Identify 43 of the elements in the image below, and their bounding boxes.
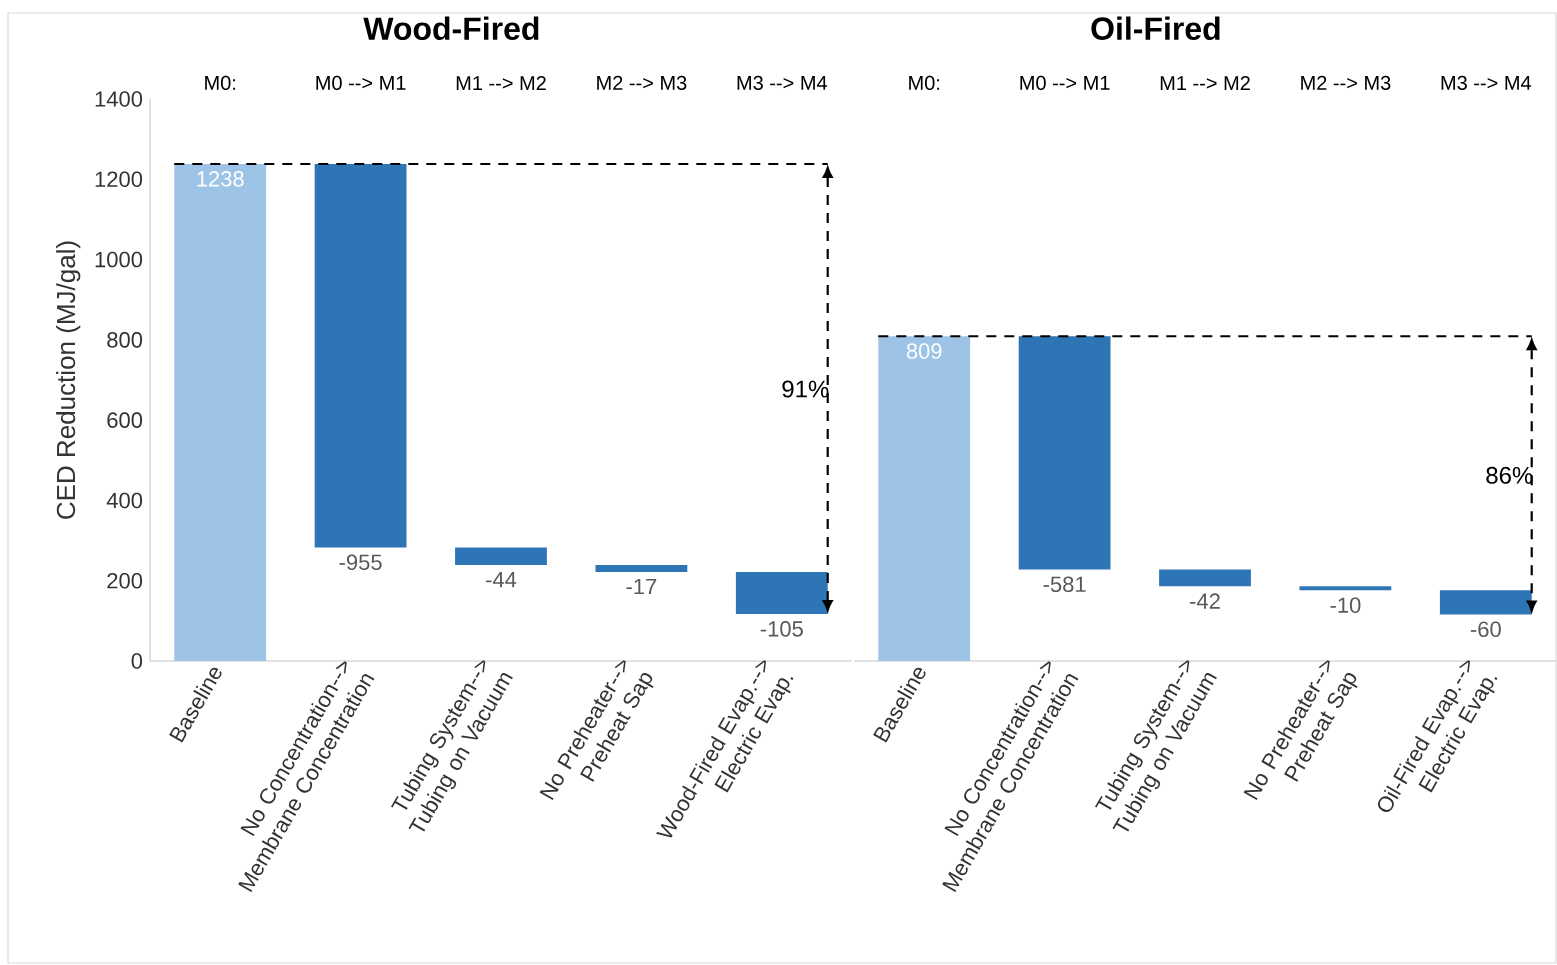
- text: M0:: [909, 75, 940, 90]
- bar: [314, 164, 407, 548]
- y-tick-label: 1400: [95, 91, 143, 107]
- data-label: -17: [626, 578, 657, 595]
- bar: [878, 336, 971, 661]
- y-tick-label: 600: [107, 412, 143, 428]
- data-label: -60: [1470, 621, 1501, 638]
- bar: [1299, 586, 1392, 591]
- text: M0 --> M1: [1020, 75, 1110, 90]
- text: M1 --> M2: [1160, 75, 1250, 90]
- y-tick-label: 800: [107, 332, 143, 348]
- text: M1 --> M2: [456, 75, 546, 90]
- data-label: 1238: [197, 171, 244, 187]
- data-label: -42: [1190, 593, 1220, 609]
- text: M0 --> M1: [316, 75, 406, 90]
- y-tick-label: 1200: [95, 171, 143, 188]
- data-label: -44: [486, 572, 517, 588]
- data-label: -105: [760, 621, 803, 637]
- text: M0:: [205, 75, 236, 90]
- bar: [455, 547, 547, 566]
- text: M3 --> M4: [1441, 75, 1532, 90]
- text: M2 --> M3: [1301, 75, 1391, 90]
- bar: [174, 164, 267, 661]
- text: M2 --> M3: [597, 75, 687, 90]
- y-tick-label: 1000: [95, 251, 143, 268]
- bar: [595, 565, 688, 572]
- chart-title: Wood-Fired: [363, 16, 539, 40]
- bar: [1018, 336, 1111, 570]
- data-label: 809: [906, 343, 942, 359]
- bar: [1439, 590, 1532, 615]
- y-tick-label: 400: [106, 492, 143, 509]
- bar: [1159, 569, 1251, 587]
- y-axis-title: CED Reduction (MJ/gal): [56, 241, 81, 519]
- annotation: 86%: [1486, 466, 1533, 484]
- data-label: -10: [1330, 597, 1361, 613]
- text: M3 --> M4: [737, 75, 828, 90]
- annotation: 91%: [782, 380, 829, 398]
- y-tick-label: 0: [131, 653, 143, 669]
- data-label: -581: [1043, 576, 1086, 593]
- chart-title: Oil-Fired: [1091, 16, 1220, 40]
- bar: [735, 571, 828, 615]
- y-tick-label: 200: [107, 572, 143, 589]
- data-label: -955: [339, 554, 382, 571]
